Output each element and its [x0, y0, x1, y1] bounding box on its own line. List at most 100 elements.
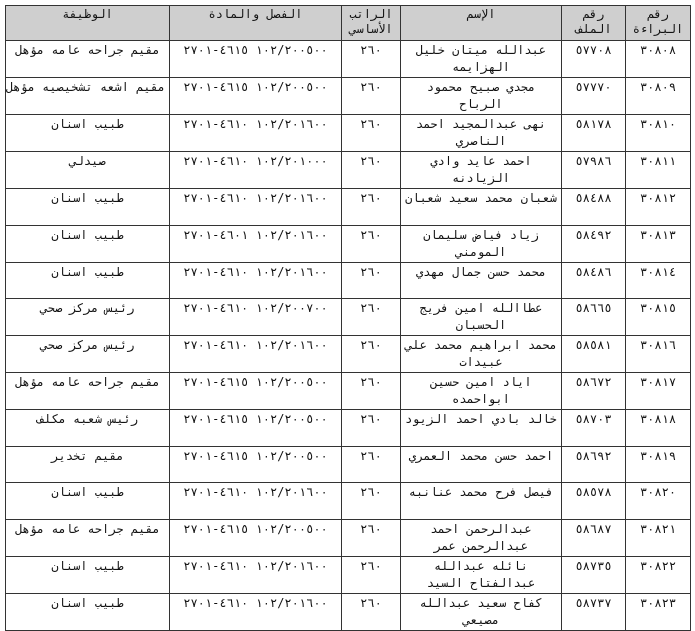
job-title-cell: مقيم جراحه عامه مؤهل [5, 40, 170, 78]
bara-number-cell: ٣٠٨١٢ [625, 188, 691, 226]
chapter-article: ١٠٢/٢٠٠٧٠٠ ٤٦١٠-٢٧٠١ [183, 301, 328, 315]
chapter-article-cell: ١٠٢/٢٠٠٥٠٠ ٤٦١٥-٢٧٠١ [169, 518, 342, 557]
chapter-article: ١٠٢/٢٠٠٥٠٠ ٤٦١٥-٢٧٠١ [183, 43, 328, 57]
table-row: ٣٠٨٢٢ ٥٨٧٣٥ نائله عبدالله عبدالفتاح السيد ٢… [5, 555, 691, 594]
bara-number: ٣٠٨١٥ [639, 301, 677, 315]
chapter-article-cell: ١٠٢/٢٠٠٧٠٠ ٤٦١٠-٢٧٠١ [169, 298, 342, 336]
file-number-cell: ٥٨٤٩٢ [561, 224, 626, 263]
bara-number: ٣٠٨٢٣ [639, 595, 677, 610]
bara-number-cell: ٣٠٨٢٠ [625, 482, 691, 520]
job-title-cell: طبيب اسنان [5, 114, 170, 152]
job-title: رئيس شعبه مكلف [36, 412, 139, 426]
basic-salary-cell: ٢٦٠ [341, 335, 401, 373]
employee-name: احمد حسن محمد العمري [408, 448, 554, 463]
chapter-article-cell: ١٠٢/٢٠١٦٠٠ ٤٦١٠-٢٧٠١ [169, 555, 342, 594]
employee-name-cell: مجدي صبيح محمود الرباح [400, 77, 562, 115]
employee-name-cell: احمد عايد وادي الزيادنه [400, 151, 562, 189]
employee-name: شعبان محمد سعيد شعبان [405, 191, 557, 205]
employee-name-cell: محمد ابراهيم محمد علي عبيدات [400, 335, 562, 373]
employee-name: زياد فياض سليمان المومني [423, 227, 539, 259]
file-number-cell: ٥٨٧٣٥ [561, 555, 626, 594]
employee-name: محمد ابراهيم محمد علي عبيدات [405, 338, 557, 369]
table-row: ٣٠٨١٢ ٥٨٤٨٨ شعبان محمد سعيد شعبان ٢٦٠ ١٠٢/٢٠… [5, 188, 691, 226]
job-title-cell: مقيم جراحه عامه مؤهل [5, 518, 170, 557]
file-number-cell: ٥٨٦٦٥ [561, 298, 626, 336]
bara-number-cell: ٣٠٨١٦ [625, 335, 691, 373]
basic-salary-cell: ٢٦٠ [341, 518, 401, 557]
employee-name: خالد بادي احمد الزيود [405, 412, 557, 426]
header-row: رقم البراءة رقم الملف الإسم الراتب الأسا… [5, 5, 691, 41]
employee-name: اياد امين حسين ابواحمده [430, 375, 532, 406]
basic-salary-cell: ٢٦٠ [341, 372, 401, 410]
employee-name-cell: فيصل فرح محمد عنانبه [400, 482, 562, 520]
bara-number: ٣٠٨١٤ [639, 264, 677, 279]
employee-name-cell: كفاح سعيد عبدالله مصيعي [400, 592, 562, 631]
job-title: طبيب اسنان [51, 485, 124, 499]
table-row: ٣٠٨٠٩ ٥٧٧٧٠ مجدي صبيح محمود الرباح ٢٦٠ ١٠٢/٢… [5, 77, 691, 115]
bara-number-cell: ٣٠٨١٨ [625, 409, 691, 447]
file-number-cell: ٥٨٥٨١ [561, 335, 626, 373]
bara-number: ٣٠٨١٦ [639, 338, 677, 352]
basic-salary-cell: ٢٦٠ [341, 114, 401, 152]
file-number: ٥٧٩٨٦ [575, 154, 612, 168]
chapter-article-cell: ١٠٢/٢٠١٦٠٠ ٤٦١٠-٢٧٠١ [169, 114, 342, 152]
employee-name: نائله عبدالله عبدالفتاح السيد [426, 558, 536, 590]
job-title: صيدلي [69, 154, 106, 168]
header-fasl: الفصل والمادة [169, 5, 342, 41]
basic-salary-cell: ٢٦٠ [341, 445, 401, 483]
employee-name-cell: عطاالله امين فريج الحسبان [400, 298, 562, 336]
table-row: ٣٠٨٠٨ ٥٧٧٠٨ عبدالله ميتان خليل الهزايمه ٢٦٠… [5, 40, 691, 78]
file-number-cell: ٥٧٧٠٨ [561, 40, 626, 78]
job-title: طبيب اسنان [51, 558, 124, 573]
file-number: ٥٨٤٨٦ [575, 264, 612, 279]
employee-name: عطاالله امين فريج الحسبان [419, 301, 543, 332]
chapter-article: ١٠٢/٢٠١٦٠٠ ٤٦١٠-٢٧٠١ [183, 191, 328, 205]
bara-number: ٣٠٨١٣ [639, 227, 677, 242]
chapter-article: ١٠٢/٢٠١٦٠٠ ٤٦١٠-٢٧٠١ [183, 558, 328, 573]
chapter-article: ١٠٢/٢٠٠٥٠٠ ٤٦١٥-٢٧٠١ [183, 448, 328, 463]
job-title: رئيس مركز صحي [40, 338, 135, 352]
chapter-article: ١٠٢/٢٠١٦٠٠ ٤٦٠١-٢٧٠١ [183, 227, 328, 242]
bara-number-cell: ٣٠٨١١ [625, 151, 691, 189]
chapter-article: ١٠٢/٢٠١٦٠٠ ٤٦١٠-٢٧٠١ [183, 595, 328, 610]
basic-salary-cell: ٢٦٠ [341, 224, 401, 263]
table-row: ٣٠٨١٧ ٥٨٦٧٢ اياد امين حسين ابواحمده ٢٦٠ ١٠٢/… [5, 372, 691, 410]
basic-salary: ٢٦٠ [360, 338, 382, 352]
chapter-article: ١٠٢/٢٠١٦٠٠ ٤٦١٠-٢٧٠١ [183, 485, 328, 499]
file-number-cell: ٥٨٤٨٦ [561, 261, 626, 299]
file-number-cell: ٥٧٩٨٦ [561, 151, 626, 189]
bara-number: ٣٠٨٠٩ [639, 80, 677, 94]
table-row: ٣٠٨٢١ ٥٨٦٨٧ عبدالرحمن احمد عبدالرحمن عمر ٢٦… [5, 518, 691, 557]
employee-name-cell: شعبان محمد سعيد شعبان [400, 188, 562, 226]
job-title-cell: طبيب اسنان [5, 188, 170, 226]
bara-number: ٣٠٨١٨ [639, 412, 677, 426]
job-title-cell: مقيم تخدير [5, 445, 170, 483]
job-title-cell: رئيس مركز صحي [5, 335, 170, 373]
basic-salary: ٢٦٠ [360, 595, 382, 610]
job-title: مقيم جراحه عامه مؤهل [15, 43, 160, 57]
bara-number-cell: ٣٠٨١٧ [625, 372, 691, 410]
bara-number-cell: ٣٠٨٢٣ [625, 592, 691, 631]
bara-number: ٣٠٨١٧ [639, 375, 677, 389]
basic-salary-cell: ٢٦٠ [341, 77, 401, 115]
chapter-article: ١٠٢/٢٠١٦٠٠ ٤٦١٠-٢٧٠١ [183, 264, 328, 279]
job-title-cell: طبيب اسنان [5, 224, 170, 263]
basic-salary: ٢٦٠ [360, 558, 382, 573]
basic-salary-cell: ٢٦٠ [341, 298, 401, 336]
file-number: ٥٨٦٩٢ [575, 448, 612, 463]
basic-salary-cell: ٢٦٠ [341, 261, 401, 299]
bara-number-cell: ٣٠٨١٥ [625, 298, 691, 336]
job-title: رئيس مركز صحي [40, 301, 135, 315]
basic-salary: ٢٦٠ [360, 485, 382, 499]
file-number: ٥٨٤٩٢ [575, 227, 612, 242]
chapter-article-cell: ١٠٢/٢٠١٦٠٠ ٤٦٠١-٢٧٠١ [169, 224, 342, 263]
chapter-article: ١٠٢/٢٠٠٥٠٠ ٤٦١٥-٢٧٠١ [183, 375, 328, 389]
basic-salary-cell: ٢٦٠ [341, 555, 401, 594]
bara-number: ٣٠٨١١ [639, 154, 677, 168]
file-number: ٥٨٦٧٢ [575, 375, 612, 389]
chapter-article-cell: ١٠٢/٢٠١٦٠٠ ٤٦١٠-٢٧٠١ [169, 188, 342, 226]
table-row: ٣٠٨٢٣ ٥٨٧٣٧ كفاح سعيد عبدالله مصيعي ٢٦٠ ١٠٢/… [5, 592, 691, 631]
table-row: ٣٠٨١٤ ٥٨٤٨٦ محمد حسن جمال مهدي ٢٦٠ ١٠٢/٢٠١٦٠… [5, 261, 691, 299]
header-bara: رقم البراءة [625, 5, 691, 41]
header-file: رقم الملف [561, 5, 626, 41]
